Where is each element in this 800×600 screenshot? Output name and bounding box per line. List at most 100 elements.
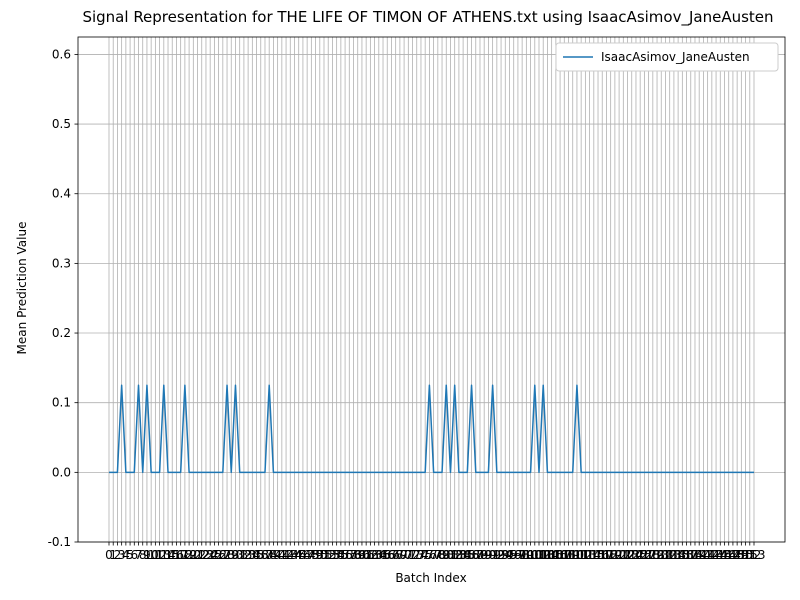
x-tick-label: 109 [557,548,580,562]
x-tick-label: 52 [321,548,336,562]
x-tick-label: 57 [342,548,357,562]
x-tick-label: 55 [333,548,348,562]
x-tick-label: 38 [262,548,277,562]
y-tick-label: 0.0 [52,465,71,479]
x-tick-label: 3 [118,548,126,562]
x-tick-label: 53 [325,548,340,562]
x-tick-label: 21 [190,548,205,562]
x-tick-label: 70 [396,548,411,562]
x-tick-label: 1 [109,548,117,562]
x-tick-label: 2 [114,548,122,562]
x-axis-ticks: 0123456789101112131415161718192021222324… [105,542,765,562]
series [109,384,754,474]
y-tick-label: 0.1 [52,396,71,410]
x-tick-label: 43 [283,548,298,562]
x-tick-label: 16 [169,548,184,562]
legend: IsaacAsimov_JaneAusten [555,42,779,72]
x-tick-label: 15 [165,548,180,562]
x-tick-label: 119 [599,548,622,562]
x-tick-label: 6 [130,548,138,562]
x-tick-label: 37 [257,548,272,562]
y-tick-label: 0.6 [52,47,71,61]
x-tick-label: 103 [532,548,555,562]
x-tick-label: 28 [219,548,234,562]
x-tick-label: 0 [105,548,113,562]
y-tick-label: 0.2 [52,326,71,340]
x-tick-label: 76 [422,548,437,562]
x-tick-label: 144 [705,548,728,562]
x-tick-label: 17 [173,548,188,562]
x-tick-label: 117 [591,548,614,562]
x-tick-label: 54 [329,548,344,562]
x-tick-label: 99 [519,548,534,562]
x-tick-label: 97 [510,548,525,562]
x-tick-label: 63 [367,548,382,562]
x-tick-label: 101 [523,548,546,562]
x-tick-label: 133 [658,548,681,562]
x-tick-label: 142 [696,548,719,562]
x-tick-label: 47 [299,548,314,562]
x-tick-label: 23 [198,548,213,562]
x-tick-label: 40 [270,548,285,562]
x-tick-label: 135 [667,548,690,562]
x-tick-label: 59 [350,548,365,562]
x-tick-label: 90 [481,548,496,562]
x-tick-label: 122 [612,548,635,562]
x-tick-label: 7 [135,548,143,562]
x-tick-label: 143 [700,548,723,562]
x-tick-label: 114 [578,548,601,562]
y-tick-label: -0.1 [48,535,71,549]
x-tick-label: 152 [738,548,761,562]
x-tick-label: 48 [304,548,319,562]
x-tick-label: 36 [253,548,268,562]
x-tick-label: 102 [528,548,551,562]
x-tick-label: 64 [371,548,386,562]
x-tick-label: 65 [375,548,390,562]
x-tick-label: 31 [232,548,247,562]
x-tick-label: 5 [126,548,134,562]
x-tick-label: 139 [684,548,707,562]
x-tick-label: 118 [595,548,618,562]
x-tick-label: 83 [451,548,466,562]
x-tick-label: 94 [498,548,513,562]
x-tick-label: 132 [654,548,677,562]
legend-entry-label: IsaacAsimov_JaneAusten [601,50,750,64]
x-tick-label: 29 [224,548,239,562]
x-tick-label: 126 [629,548,652,562]
x-tick-label: 88 [472,548,487,562]
x-tick-label: 124 [620,548,643,562]
x-tick-label: 146 [713,548,736,562]
x-tick-label: 82 [447,548,462,562]
x-tick-label: 68 [388,548,403,562]
x-tick-label: 9 [143,548,151,562]
x-tick-label: 25 [207,548,222,562]
x-tick-label: 150 [730,548,753,562]
x-tick-label: 86 [464,548,479,562]
x-tick-label: 130 [646,548,669,562]
x-tick-label: 75 [418,548,433,562]
plot-frame [77,36,786,543]
x-tick-label: 60 [354,548,369,562]
x-tick-label: 98 [514,548,529,562]
x-tick-label: 77 [426,548,441,562]
x-tick-label: 138 [679,548,702,562]
x-tick-label: 125 [625,548,648,562]
x-tick-label: 113 [574,548,597,562]
x-tick-label: 50 [312,548,327,562]
x-tick-label: 58 [346,548,361,562]
x-tick-label: 8 [139,548,147,562]
y-tick-label: 0.3 [52,256,71,270]
legend-box [555,42,779,72]
x-tick-label: 10 [144,548,159,562]
axes [77,36,786,543]
x-tick-label: 35 [249,548,264,562]
x-tick-label: 18 [177,548,192,562]
x-tick-label: 81 [443,548,458,562]
x-tick-label: 111 [565,548,588,562]
x-tick-label: 115 [582,548,605,562]
x-tick-label: 129 [641,548,664,562]
y-tick-label: 0.4 [52,187,71,201]
x-tick-label: 120 [603,548,626,562]
x-tick-label: 66 [380,548,395,562]
